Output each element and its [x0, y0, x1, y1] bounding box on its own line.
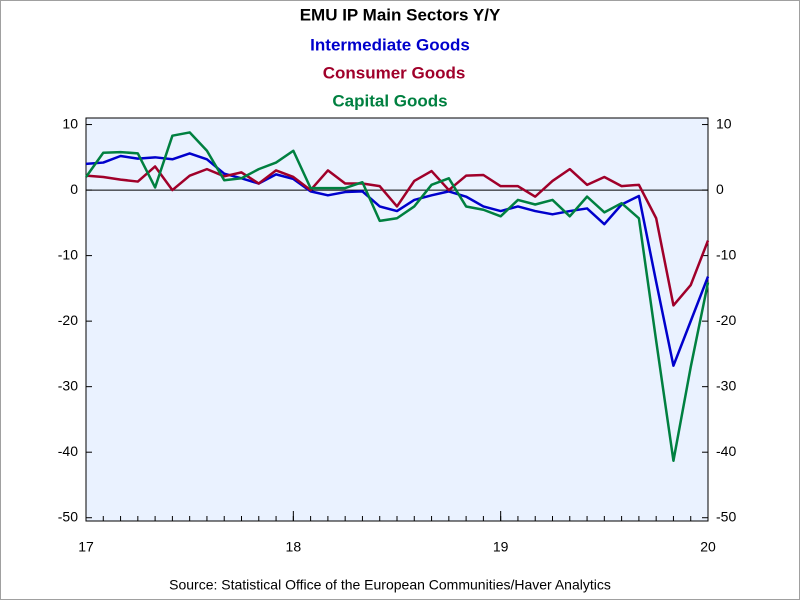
plot-area — [85, 117, 709, 522]
y2-tick-label: -10 — [716, 246, 736, 262]
y2-tick-label: -20 — [716, 312, 736, 328]
x-tick-label: 17 — [78, 539, 94, 555]
y-tick-label: -30 — [58, 377, 78, 393]
source: Source: Statistical Office of the Europe… — [169, 577, 611, 593]
x-tick-label: 19 — [493, 539, 509, 555]
y2-tick-label: 10 — [716, 115, 732, 131]
y-tick-label: -20 — [58, 312, 78, 328]
x-tick-label: 20 — [700, 539, 716, 555]
y-tick-label: 0 — [70, 181, 78, 197]
y-tick-label: -40 — [58, 443, 78, 459]
y2-tick-label: 0 — [716, 181, 724, 197]
y-tick-label: 10 — [62, 115, 78, 131]
y-tick-label: -50 — [58, 508, 78, 524]
y2-tick-label: -30 — [716, 377, 736, 393]
legend-entry: Capital Goods — [332, 91, 447, 110]
chart-title: EMU IP Main Sectors Y/Y — [300, 5, 501, 24]
series-line — [85, 165, 710, 307]
y2-tick-label: -40 — [716, 443, 736, 459]
series-line — [84, 131, 710, 462]
x-tick-label: 18 — [286, 539, 302, 555]
legend-entry: Intermediate Goods — [310, 35, 470, 54]
series-line — [85, 152, 710, 367]
y2-tick-label: -50 — [716, 508, 736, 524]
y-tick-label: -10 — [58, 246, 78, 262]
legend-entry: Consumer Goods — [323, 63, 466, 82]
